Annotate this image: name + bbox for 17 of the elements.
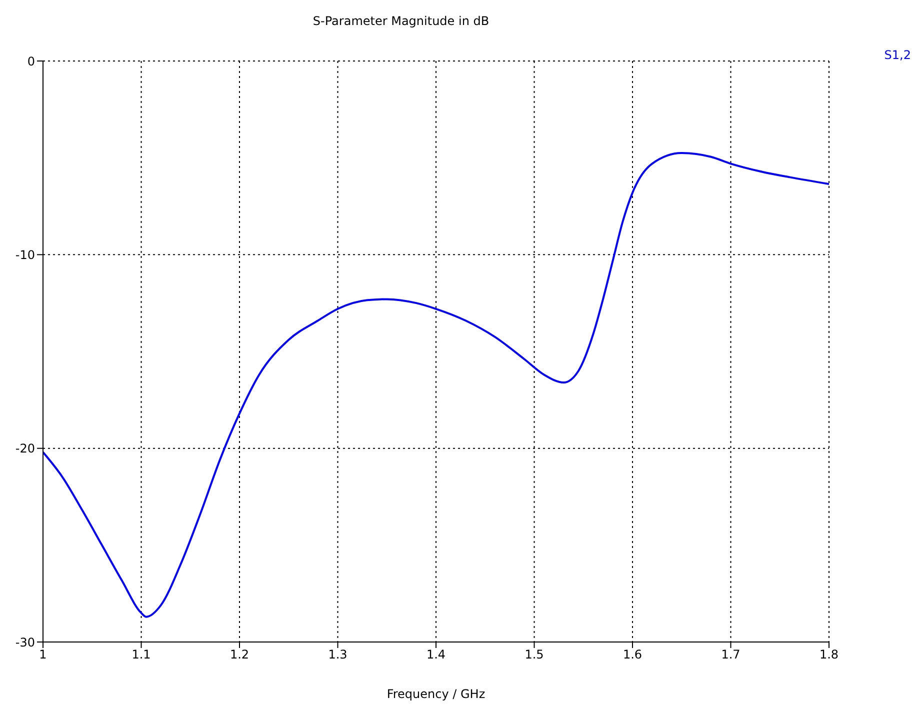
text: S1,2 [883, 48, 911, 62]
x-tick-label: 1.4 [426, 648, 446, 662]
y-tick-label: -10 [15, 248, 35, 262]
chart-title: S-Parameter Magnitude in dB [312, 14, 490, 28]
x-tick-label: 1.1 [132, 648, 151, 662]
line-series [43, 152, 829, 618]
y-tick-label: -20 [15, 442, 35, 456]
x-tick-label: 1.8 [819, 648, 839, 662]
x-tick-label: 1.2 [230, 648, 250, 662]
x-tick-label: 1.7 [721, 648, 740, 662]
x-tick-label: 1.3 [328, 648, 348, 662]
x-tick-label: 1.5 [524, 648, 544, 662]
x-tick-label: 1 [39, 648, 47, 662]
y-tick-label: -30 [15, 635, 35, 650]
x-axis-title: Frequency / GHz [386, 687, 486, 701]
x-tick-label: 1.6 [622, 648, 642, 662]
y-tick-label: 0 [27, 54, 35, 68]
